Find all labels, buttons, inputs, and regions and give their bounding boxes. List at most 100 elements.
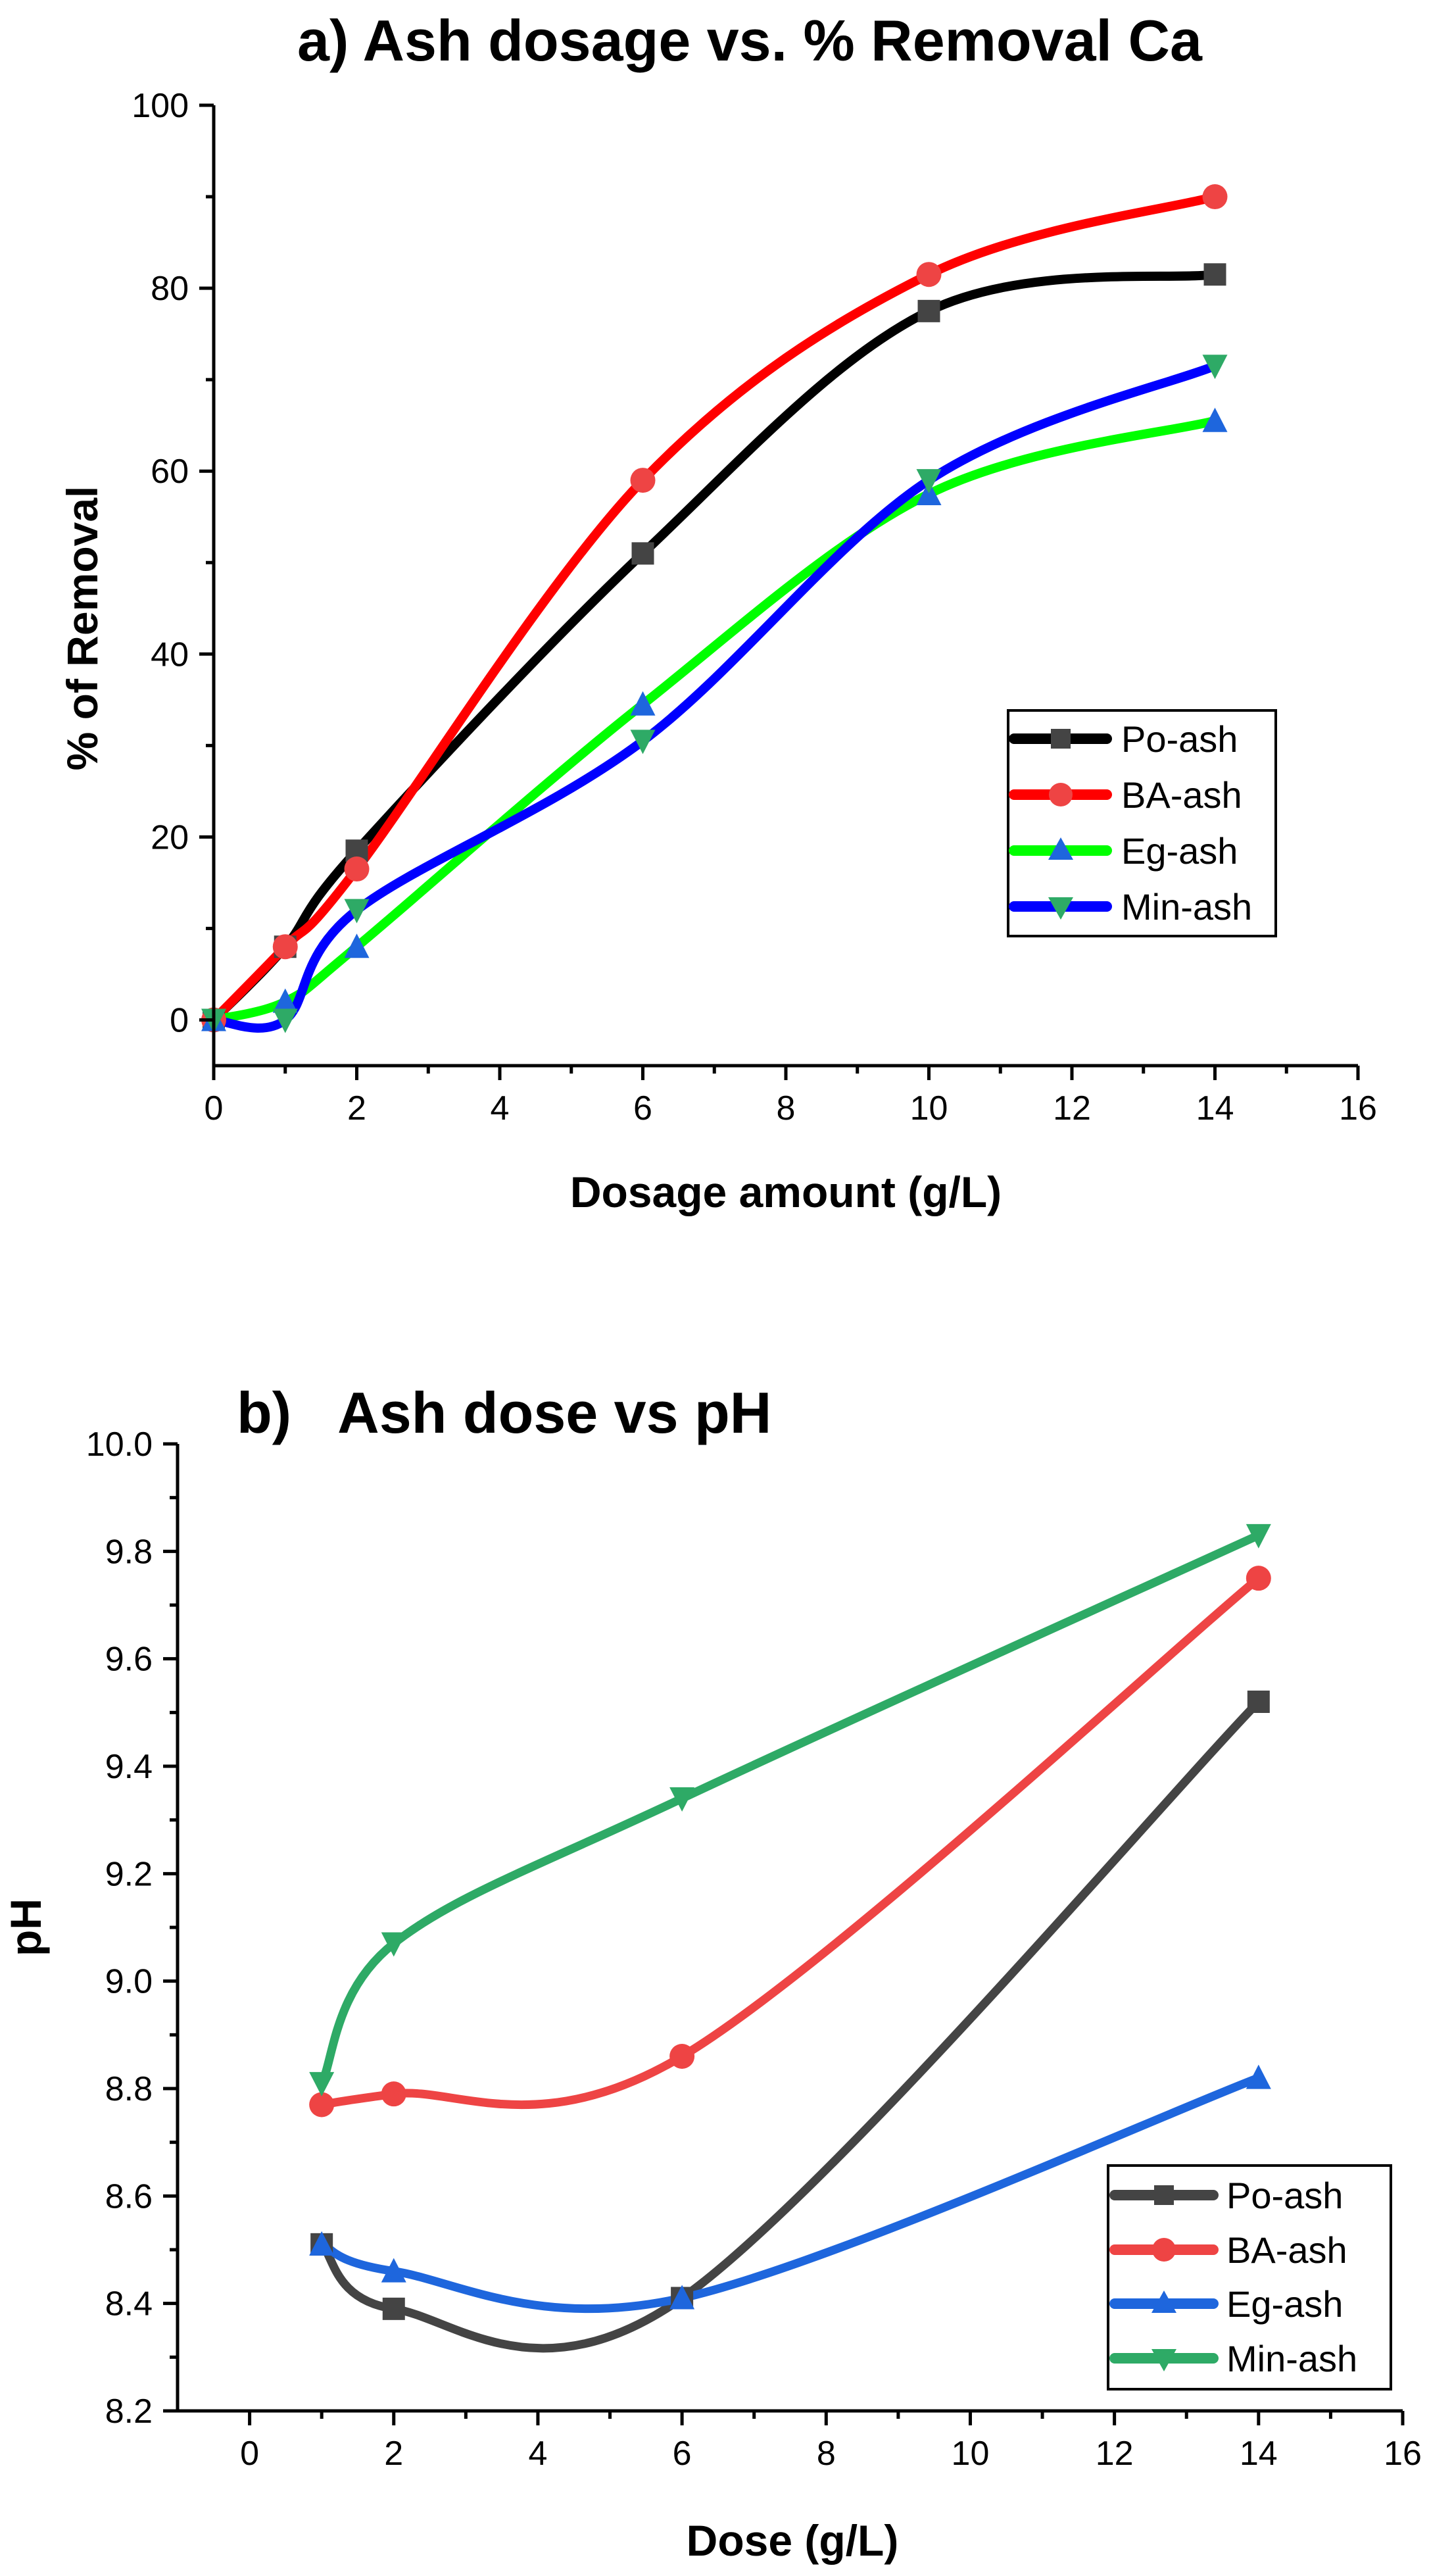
chart-b-ph-vs-dose: b) Ash dose vs pH 0 2 4 6 8 10 12 14 16 8.2 8.4 8.6… <box>1 1380 1422 2565</box>
chart-b-x-tick-label: 8 <box>817 2435 836 2473</box>
chart-a-x-tick-label: 2 <box>347 1089 366 1127</box>
chart-a-legend-label-po-ash: Po-ash <box>1121 718 1238 760</box>
chart-b-ticks: 0 2 4 6 8 10 12 14 16 8.2 8.4 8.6 8.8 9.0 9.2 9.4 9.6 9.8… <box>86 1425 1422 2473</box>
chart-a-x-tick-label: 12 <box>1053 1089 1091 1127</box>
chart-a-point-eg-ash <box>272 988 298 1013</box>
chart-a-series-layer <box>201 184 1228 1033</box>
chart-b-point-eg-ash <box>381 2258 406 2283</box>
chart-b-y-tick-label: 8.8 <box>105 2070 153 2108</box>
chart-b-series-line-eg-ash <box>317 2073 1263 2314</box>
chart-b-point-min-ash <box>1246 1523 1271 1548</box>
chart-b-x-tick-label: 16 <box>1384 2435 1422 2473</box>
chart-b-point-po-ash <box>382 2297 405 2320</box>
chart-b-legend-item-po-ash: Po-ash <box>1109 2175 1343 2216</box>
chart-b-y-tick-label: 8.4 <box>105 2285 153 2323</box>
chart-b-legend-marker-po-ash <box>1154 2185 1174 2205</box>
chart-b-series-line-ba-ash <box>317 1573 1263 2110</box>
chart-a-y-tick-label: 20 <box>151 818 189 856</box>
chart-a-point-ba-ash <box>344 856 370 882</box>
chart-b-x-tick-label: 10 <box>952 2435 990 2473</box>
chart-a-point-min-ash <box>630 730 656 755</box>
chart-a-y-tick-label: 100 <box>132 87 189 125</box>
chart-a-point-min-ash <box>916 469 942 494</box>
chart-b-legend: Po-ash BA-ash Eg-ash Min-ash <box>1107 2164 1392 2390</box>
chart-a-legend-marker-eg-ash <box>1048 837 1073 860</box>
chart-b-legend-marker-min-ash <box>1151 2349 1176 2371</box>
chart-a-legend-marker-ba-ash <box>1049 783 1073 806</box>
chart-b-x-tick-label: 6 <box>673 2435 692 2473</box>
chart-b-point-min-ash <box>381 1932 406 1957</box>
chart-b-point-ba-ash <box>381 2081 406 2107</box>
chart-a-point-ba-ash <box>272 934 298 960</box>
chart-a-point-ba-ash <box>916 262 942 287</box>
chart-b-x-tick-label: 14 <box>1240 2435 1278 2473</box>
chart-b-y-tick-label: 9.4 <box>105 1748 153 1786</box>
chart-b-y-tick-label: 8.2 <box>105 2392 153 2431</box>
chart-b-legend-marker-ba-ash <box>1152 2238 1176 2262</box>
chart-b-point-min-ash <box>309 2071 335 2096</box>
chart-b-legend-label-po-ash: Po-ash <box>1226 2175 1343 2216</box>
chart-a-x-tick-label: 0 <box>205 1089 224 1127</box>
chart-b-x-tick-label: 12 <box>1096 2435 1134 2473</box>
chart-a-ticks: 0 2 4 6 8 10 12 14 16 0 20 40 60 80 100 <box>132 87 1377 1127</box>
chart-a-legend-label-min-ash: Min-ash <box>1121 886 1252 928</box>
chart-a-point-min-ash <box>1202 355 1228 380</box>
chart-b-point-ba-ash <box>1246 1566 1271 1591</box>
chart-a-legend: Po-ash BA-ash Eg-ash Min-ash <box>1007 709 1277 937</box>
chart-a-point-eg-ash <box>630 691 656 716</box>
chart-a-legend-item-po-ash: Po-ash <box>1009 718 1238 760</box>
chart-b-legend-label-eg-ash: Eg-ash <box>1226 2283 1343 2325</box>
chart-a-point-ba-ash <box>1202 184 1228 210</box>
chart-a-y-tick-label: 60 <box>151 453 189 491</box>
chart-b-x-tick-label: 2 <box>384 2435 403 2473</box>
chart-a-y-tick-label: 0 <box>170 1001 189 1039</box>
chart-b-series-line-po-ash <box>317 1697 1263 2353</box>
chart-b-y-tick-label: 9.6 <box>105 1641 153 1679</box>
chart-b-point-ba-ash <box>669 2044 695 2069</box>
chart-b-x-tick-label: 0 <box>240 2435 259 2473</box>
chart-a-legend-item-ba-ash: BA-ash <box>1009 774 1242 816</box>
chart-a-legend-item-eg-ash: Eg-ash <box>1009 830 1238 872</box>
chart-a-x-tick-label: 8 <box>777 1089 796 1127</box>
chart-a-point-ba-ash <box>630 468 656 493</box>
chart-a-point-po-ash <box>917 299 940 322</box>
chart-a-y-axis-label: % of Removal <box>58 486 107 771</box>
chart-b-legend-label-min-ash: Min-ash <box>1226 2338 1357 2379</box>
chart-b-y-tick-label: 9.2 <box>105 1855 153 1893</box>
chart-a-legend-label-eg-ash: Eg-ash <box>1121 830 1238 872</box>
chart-a-legend-marker-min-ash <box>1048 897 1073 920</box>
chart-a-y-tick-label: 80 <box>151 270 189 308</box>
chart-a-y-tick-label: 40 <box>151 635 189 674</box>
chart-b-point-eg-ash <box>1246 2064 1271 2089</box>
chart-a-x-axis-label: Dosage amount (g/L) <box>570 1168 1002 1216</box>
chart-b-point-ba-ash <box>309 2092 335 2118</box>
chart-a-legend-label-ba-ash: BA-ash <box>1121 774 1242 816</box>
chart-a-x-tick-label: 10 <box>910 1089 948 1127</box>
chart-b-y-axis-label: pH <box>1 1898 50 1956</box>
chart-a-point-eg-ash <box>1202 407 1228 432</box>
chart-a-x-tick-label: 16 <box>1339 1089 1377 1127</box>
chart-a-x-tick-label: 6 <box>633 1089 652 1127</box>
chart-a-point-min-ash <box>272 1008 298 1033</box>
chart-b-x-tick-label: 4 <box>528 2435 547 2473</box>
chart-a-legend-marker-po-ash <box>1051 729 1071 749</box>
chart-b-y-tick-label: 10.0 <box>86 1425 153 1464</box>
chart-b-point-eg-ash <box>309 2231 335 2256</box>
chart-b-point-eg-ash <box>669 2285 695 2310</box>
chart-b-legend-item-min-ash: Min-ash <box>1109 2338 1357 2379</box>
chart-b-point-min-ash <box>669 1787 695 1812</box>
chart-a-removal-vs-dosage: a) Ash dosage vs. % Removal Ca 0 2 4 6 8 10 12… <box>58 8 1377 1216</box>
chart-b-y-tick-label: 8.6 <box>105 2177 153 2216</box>
chart-a-point-po-ash <box>1203 263 1226 286</box>
chart-b-y-tick-label: 9.8 <box>105 1533 153 1571</box>
chart-b-series-layer <box>309 1523 1271 2353</box>
chart-b-legend-item-ba-ash: BA-ash <box>1109 2229 1347 2271</box>
chart-a-series-line-min-ash <box>209 361 1220 1033</box>
chart-a-point-eg-ash <box>344 933 370 958</box>
chart-b-legend-marker-eg-ash <box>1151 2291 1176 2313</box>
chart-b-y-tick-label: 9.0 <box>105 1963 153 2001</box>
chart-b-point-po-ash <box>1247 1691 1270 1713</box>
chart-a-legend-item-min-ash: Min-ash <box>1009 886 1252 928</box>
chart-a-title: a) Ash dosage vs. % Removal Ca <box>297 8 1203 73</box>
